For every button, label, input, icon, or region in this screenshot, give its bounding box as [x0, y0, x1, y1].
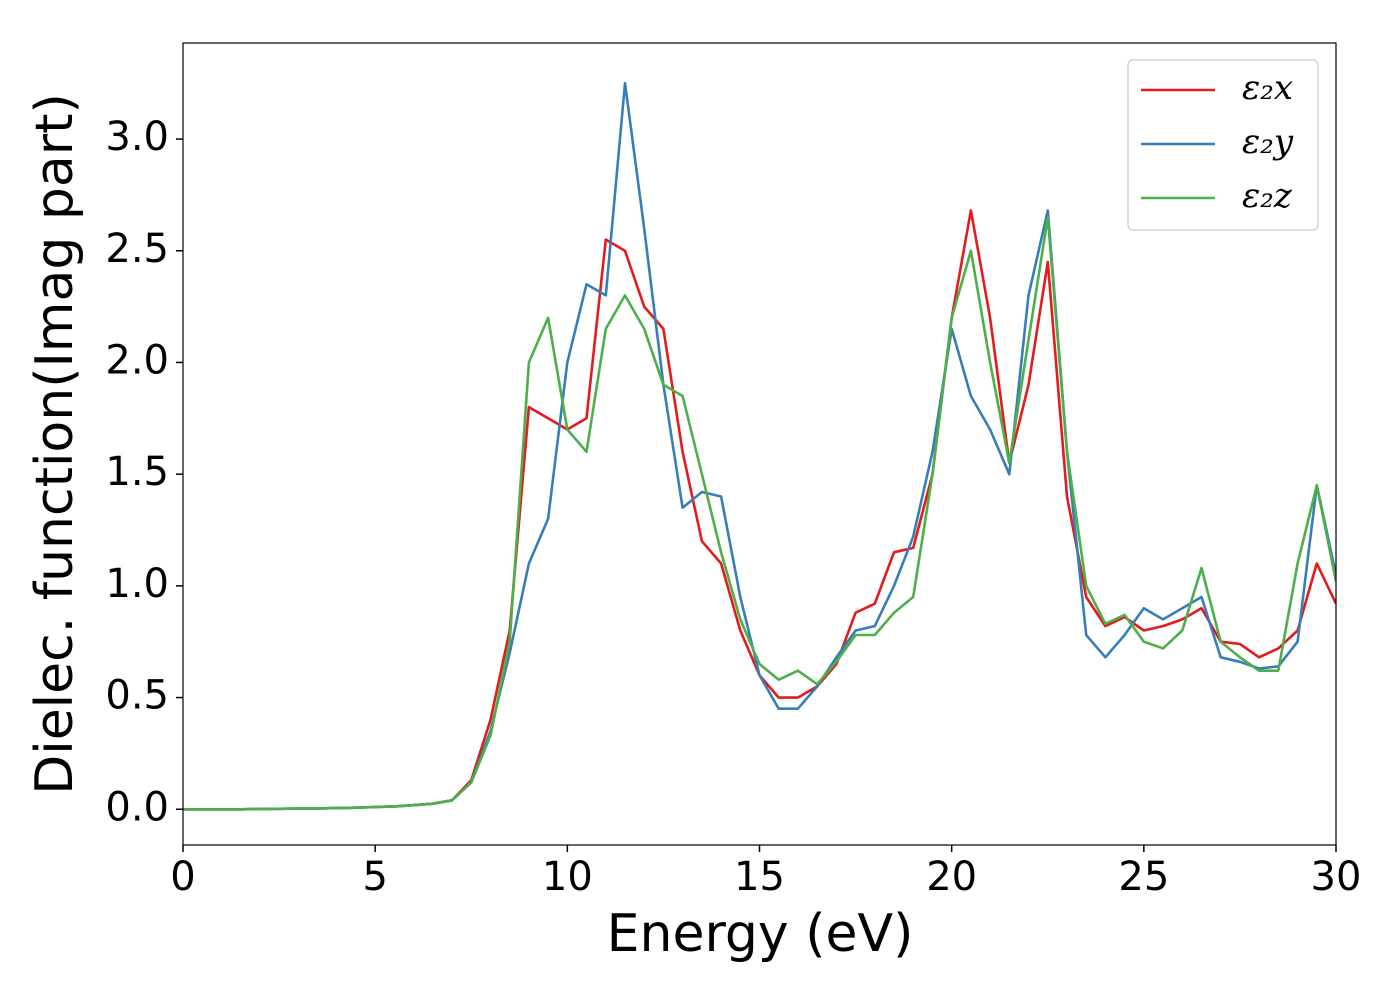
x-tick-label: 10 — [542, 854, 593, 900]
legend-label: ε₂x — [1242, 68, 1293, 108]
plot-area — [183, 81, 1336, 811]
y-tick-label: 0.0 — [105, 784, 169, 830]
y-tick-label: 1.0 — [105, 561, 169, 607]
legend-box — [1127, 59, 1319, 231]
x-tick-label: 20 — [926, 854, 977, 900]
x-tick-label: 25 — [1118, 854, 1169, 900]
x-axis-label: Energy (eV) — [607, 904, 914, 964]
x-tick-label: 5 — [362, 854, 387, 900]
series-line — [183, 209, 1336, 811]
y-tick-label: 3.0 — [105, 114, 169, 160]
x-tick-label: 0 — [170, 854, 195, 900]
x-tick-label: 15 — [734, 854, 785, 900]
legend-label: ε₂z — [1242, 176, 1293, 216]
y-axis-label: Dielec. function(Imag part) — [25, 93, 85, 795]
plot-frame — [182, 42, 1337, 846]
y-tick-label: 1.5 — [105, 449, 169, 495]
y-tick-label: 0.5 — [105, 673, 169, 719]
legend-label: ε₂y — [1242, 122, 1294, 162]
x-tick-label: 30 — [1311, 854, 1362, 900]
y-tick-label: 2.5 — [105, 226, 169, 272]
y-tick-label: 2.0 — [105, 337, 169, 383]
series-line — [183, 216, 1336, 811]
